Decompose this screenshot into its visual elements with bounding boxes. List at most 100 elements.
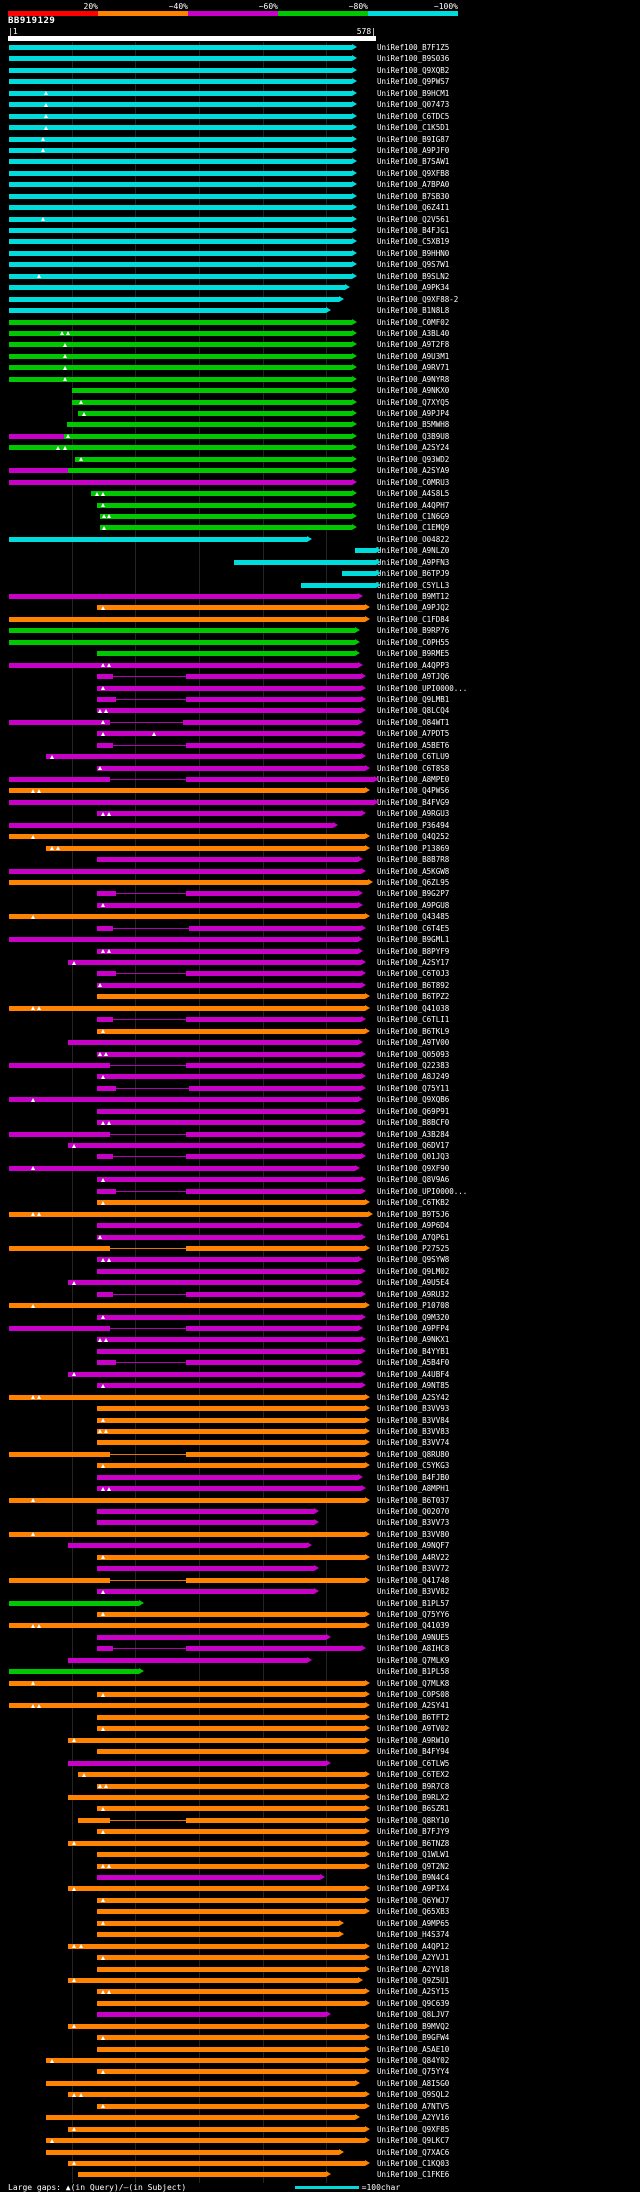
hit-label[interactable]: UniRef100_P27525 bbox=[377, 1243, 450, 1253]
alignment-row[interactable]: UniRef100_A2YV18 bbox=[0, 1964, 640, 1975]
alignment-row[interactable]: UniRef100_Q9XF88-2 bbox=[0, 294, 640, 305]
alignment-row[interactable]: UniRef100_Q9SYW8 bbox=[0, 1254, 640, 1265]
hit-label[interactable]: UniRef100_A2SY42 bbox=[377, 1392, 450, 1402]
hit-label[interactable]: UniRef100_Q9SQL2 bbox=[377, 2090, 450, 2100]
hit-label[interactable]: UniRef100_A9RW10 bbox=[377, 1735, 450, 1745]
hit-label[interactable]: UniRef100_A8IHC8 bbox=[377, 1644, 450, 1654]
hit-label[interactable]: UniRef100_B7FJY9 bbox=[377, 1827, 450, 1837]
alignment-row[interactable]: UniRef100_B9SLN2 bbox=[0, 271, 640, 282]
hit-label[interactable]: UniRef100_A8I5G0 bbox=[377, 2078, 450, 2088]
hit-label[interactable]: UniRef100_Q9C639 bbox=[377, 1998, 450, 2008]
hit-label[interactable]: UniRef100_B6TNZ8 bbox=[377, 1838, 450, 1848]
alignment-row[interactable]: UniRef100_A3B284 bbox=[0, 1129, 640, 1140]
alignment-row[interactable]: UniRef100_B6TKL9 bbox=[0, 1026, 640, 1037]
hit-label[interactable]: UniRef100_B3VV80 bbox=[377, 1529, 450, 1539]
alignment-row[interactable]: UniRef100_A9PGU8 bbox=[0, 900, 640, 911]
hit-label[interactable]: UniRef100_A9PGU8 bbox=[377, 900, 450, 910]
alignment-row[interactable]: UniRef100_Q8LCQ4 bbox=[0, 705, 640, 716]
alignment-row[interactable]: UniRef100_A8IHC8 bbox=[0, 1643, 640, 1654]
alignment-row[interactable]: UniRef100_A9NUE5 bbox=[0, 1632, 640, 1643]
alignment-row[interactable]: UniRef100_A5KGW8 bbox=[0, 866, 640, 877]
hit-label[interactable]: UniRef100_Q7MLK9 bbox=[377, 1655, 450, 1665]
hit-label[interactable]: UniRef100_A2SY41 bbox=[377, 1701, 450, 1711]
alignment-row[interactable]: UniRef100_C6TLI1 bbox=[0, 1014, 640, 1025]
hit-label[interactable]: UniRef100_B9GFW4 bbox=[377, 2033, 450, 2043]
alignment-row[interactable]: UniRef100_C6TLW5 bbox=[0, 1758, 640, 1769]
hit-label[interactable]: UniRef100_B5MWH8 bbox=[377, 420, 450, 430]
hit-label[interactable]: UniRef100_O84WT1 bbox=[377, 717, 450, 727]
alignment-row[interactable]: UniRef100_B4FVG9 bbox=[0, 797, 640, 808]
alignment-row[interactable]: UniRef100_B1N8L8 bbox=[0, 305, 640, 316]
hit-label[interactable]: UniRef100_C1FKE6 bbox=[377, 2170, 450, 2180]
alignment-row[interactable]: UniRef100_B5MWH8 bbox=[0, 419, 640, 430]
hit-label[interactable]: UniRef100_A9NT85 bbox=[377, 1381, 450, 1391]
alignment-row[interactable]: UniRef100_A9U5E4 bbox=[0, 1277, 640, 1288]
alignment-row[interactable]: UniRef100_B1PL57 bbox=[0, 1598, 640, 1609]
hit-label[interactable]: UniRef100_A4S8L5 bbox=[377, 489, 450, 499]
alignment-row[interactable]: UniRef100_Q9XQB6 bbox=[0, 1094, 640, 1105]
hit-label[interactable]: UniRef100_B6T892 bbox=[377, 980, 450, 990]
alignment-row[interactable]: UniRef100_Q7XAC6 bbox=[0, 2147, 640, 2158]
alignment-row[interactable]: UniRef100_A9NT85 bbox=[0, 1380, 640, 1391]
hit-label[interactable]: UniRef100_A9NKX1 bbox=[377, 1335, 450, 1345]
alignment-row[interactable]: UniRef100_A9MP65 bbox=[0, 1918, 640, 1929]
alignment-row[interactable]: UniRef100_B7SB30 bbox=[0, 191, 640, 202]
alignment-row[interactable]: UniRef100_A2SY42 bbox=[0, 1392, 640, 1403]
alignment-row[interactable]: UniRef100_B3VV72 bbox=[0, 1563, 640, 1574]
hit-label[interactable]: UniRef100_B4FJG1 bbox=[377, 226, 450, 235]
alignment-row[interactable]: UniRef100_B3VV83 bbox=[0, 1426, 640, 1437]
alignment-row[interactable]: UniRef100_P10708 bbox=[0, 1300, 640, 1311]
alignment-row[interactable]: UniRef100_Q43485 bbox=[0, 911, 640, 922]
hit-label[interactable]: UniRef100_B9G2P7 bbox=[377, 889, 450, 899]
alignment-row[interactable]: UniRef100_B6TFT2 bbox=[0, 1712, 640, 1723]
hit-label[interactable]: UniRef100_A9RV71 bbox=[377, 363, 450, 373]
hit-label[interactable]: UniRef100_C0PS08 bbox=[377, 1690, 450, 1699]
alignment-row[interactable]: UniRef100_B8B7R8 bbox=[0, 854, 640, 865]
alignment-row[interactable]: UniRef100_P13869 bbox=[0, 843, 640, 854]
alignment-row[interactable]: UniRef100_B6T892 bbox=[0, 980, 640, 991]
hit-label[interactable]: UniRef100_Q01JQ3 bbox=[377, 1152, 450, 1162]
hit-label[interactable]: UniRef100_C5YLL3 bbox=[377, 580, 450, 590]
hit-label[interactable]: UniRef100_Q6YWJ7 bbox=[377, 1895, 450, 1905]
hit-label[interactable]: UniRef100_B9SLN2 bbox=[377, 271, 450, 281]
hit-label[interactable]: UniRef100_Q69P91 bbox=[377, 1106, 450, 1116]
hit-label[interactable]: UniRef100_A2SYA9 bbox=[377, 466, 450, 476]
hit-label[interactable]: UniRef100_Q9XFB8 bbox=[377, 168, 450, 178]
hit-label[interactable]: UniRef100_C6T0J3 bbox=[377, 969, 450, 979]
hit-label[interactable]: UniRef100_B3VV74 bbox=[377, 1438, 450, 1448]
hit-label[interactable]: UniRef100_A2YVJ1 bbox=[377, 1953, 450, 1963]
hit-label[interactable]: UniRef100_B9MT12 bbox=[377, 592, 450, 601]
alignment-row[interactable]: UniRef100_C6TDC5 bbox=[0, 111, 640, 122]
alignment-row[interactable]: UniRef100_A5BET6 bbox=[0, 740, 640, 751]
hit-label[interactable]: UniRef100_C6T8S8 bbox=[377, 763, 450, 773]
alignment-row[interactable]: UniRef100_B7F1Z5 bbox=[0, 42, 640, 53]
alignment-row[interactable]: UniRef100_Q7XYQ5 bbox=[0, 397, 640, 408]
alignment-row[interactable]: UniRef100_H4S374 bbox=[0, 1929, 640, 1940]
alignment-row[interactable]: UniRef100_Q41748 bbox=[0, 1575, 640, 1586]
alignment-row[interactable]: UniRef100_B9GFW4 bbox=[0, 2032, 640, 2043]
hit-label[interactable]: UniRef100_A9PJP4 bbox=[377, 409, 450, 418]
alignment-row[interactable]: UniRef100_C6T4E5 bbox=[0, 923, 640, 934]
alignment-row[interactable]: UniRef100_B6TPZ2 bbox=[0, 991, 640, 1002]
alignment-row[interactable]: UniRef100_A9NYR8 bbox=[0, 374, 640, 385]
alignment-row[interactable]: UniRef100_B9HHN0 bbox=[0, 248, 640, 259]
hit-label[interactable]: UniRef100_A5AE10 bbox=[377, 2044, 450, 2054]
alignment-row[interactable]: UniRef100_Q75YY4 bbox=[0, 2066, 640, 2077]
alignment-row[interactable]: UniRef100_C5YLL3 bbox=[0, 580, 640, 591]
alignment-row[interactable]: UniRef100_P27525 bbox=[0, 1243, 640, 1254]
hit-label[interactable]: UniRef100_B8B7R8 bbox=[377, 855, 450, 865]
alignment-row[interactable]: UniRef100_Q01JQ3 bbox=[0, 1151, 640, 1162]
hit-label[interactable]: UniRef100_Q1WLW1 bbox=[377, 1850, 450, 1860]
alignment-row[interactable]: UniRef100_B9IG87 bbox=[0, 134, 640, 145]
alignment-row[interactable]: UniRef100_Q22383 bbox=[0, 1060, 640, 1071]
alignment-row[interactable]: UniRef100_B9RP76 bbox=[0, 625, 640, 636]
alignment-row[interactable]: UniRef100_A2SY15 bbox=[0, 1986, 640, 1997]
hit-label[interactable]: UniRef100_Q41039 bbox=[377, 1621, 450, 1631]
alignment-row[interactable]: UniRef100_B4FJB0 bbox=[0, 1472, 640, 1483]
alignment-row[interactable]: UniRef100_Q75Y11 bbox=[0, 1083, 640, 1094]
hit-label[interactable]: UniRef100_C1FD84 bbox=[377, 614, 450, 624]
alignment-row[interactable]: UniRef100_O04822 bbox=[0, 534, 640, 545]
alignment-row[interactable]: UniRef100_B9G2P7 bbox=[0, 888, 640, 899]
alignment-row[interactable]: UniRef100_A8J249 bbox=[0, 1071, 640, 1082]
alignment-row[interactable]: UniRef100_B6TNZ8 bbox=[0, 1838, 640, 1849]
